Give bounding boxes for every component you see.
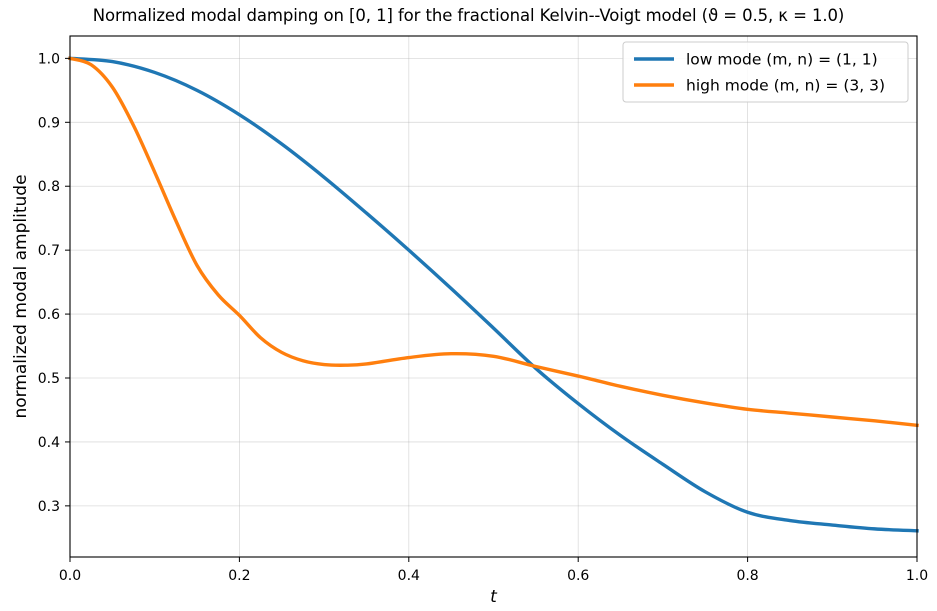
y-tick-label: 0.4 bbox=[38, 435, 60, 451]
legend-box bbox=[622, 41, 909, 103]
y-tick-label: 0.8 bbox=[38, 179, 60, 195]
plot-area-frame bbox=[69, 35, 918, 558]
axis-ticks: 0.0 0.2 0.4 0.6 0.8 1.0 0.3 0.4 0.5 0.6 0.7 0.8 0.9 1… bbox=[38, 51, 928, 584]
x-tick-label: 0.8 bbox=[736, 568, 758, 584]
x-tick-label: 0.4 bbox=[398, 568, 420, 584]
x-tick-label: 0.2 bbox=[228, 568, 250, 584]
y-axis-label: normalized modal amplitude bbox=[11, 174, 31, 418]
legend: low mode (m, n) = (1, 1) high mode (m, n)… bbox=[622, 41, 909, 103]
legend-label-1: low mode (m, n) = (1, 1) bbox=[686, 51, 878, 69]
x-tick-label: 0.6 bbox=[567, 568, 589, 584]
y-tick-label: 0.7 bbox=[38, 243, 60, 259]
x-tick-label: 0.0 bbox=[59, 568, 81, 584]
legend-label-2: high mode (m, n) = (3, 3) bbox=[686, 77, 885, 95]
x-tick-label: 1.0 bbox=[906, 568, 928, 584]
x-axis-label: t bbox=[490, 587, 498, 607]
series-lines bbox=[67, 56, 919, 533]
series-line-1 bbox=[68, 56, 919, 533]
y-tick-label: 0.9 bbox=[38, 115, 60, 131]
y-tick-label: 0.6 bbox=[38, 307, 60, 323]
y-tick-label: 1.0 bbox=[38, 51, 60, 67]
y-tick-label: 0.5 bbox=[38, 371, 60, 387]
chart-title: Normalized modal damping on [0, 1] for t… bbox=[92, 6, 845, 25]
y-tick-label: 0.3 bbox=[38, 499, 60, 515]
series-line-2 bbox=[67, 56, 919, 428]
grid bbox=[69, 36, 918, 557]
